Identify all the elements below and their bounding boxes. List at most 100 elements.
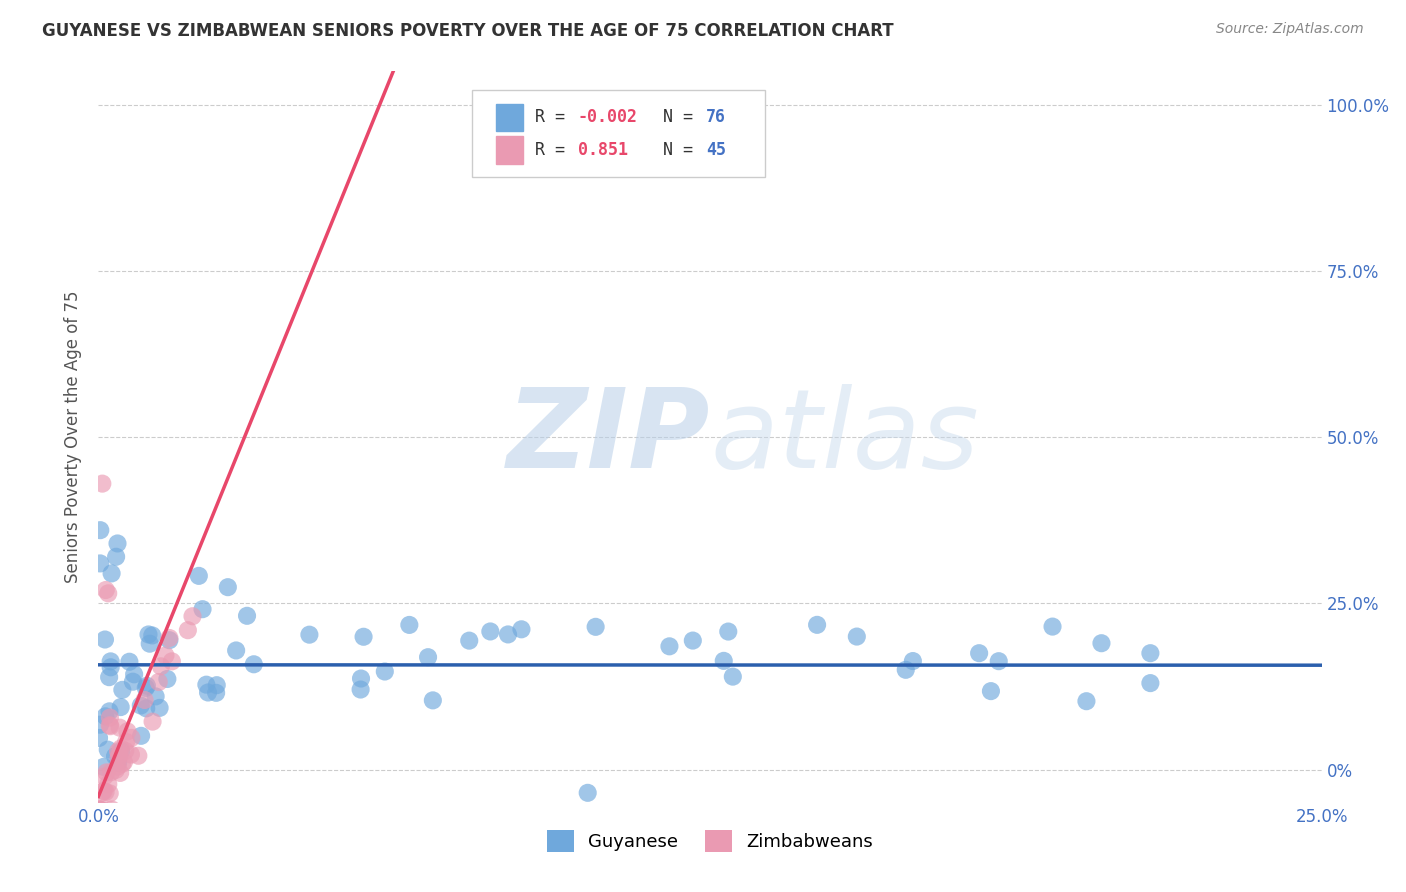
Point (127, 748, 149, 763)
Point (89, 802, 111, 816)
Point (94, 709, 117, 723)
Point (98, 786, 121, 800)
Point (108, 747, 131, 762)
Point (350, 672, 373, 686)
Point (181, 609, 204, 624)
Point (112, 755, 135, 769)
Point (107, 536, 129, 550)
Point (120, 747, 142, 762)
Point (91, 785, 114, 799)
Point (118, 655, 141, 669)
Point (129, 729, 152, 743)
Point (901, 654, 924, 668)
Point (100, 566, 122, 581)
Text: -0.002: -0.002 (578, 109, 638, 127)
Point (967, 646, 990, 660)
Point (205, 686, 228, 700)
Point (101, 802, 124, 816)
Point (458, 633, 481, 648)
Text: 45: 45 (706, 141, 727, 159)
Point (845, 630, 868, 644)
Point (987, 654, 1010, 668)
Point (416, 650, 439, 665)
Point (138, 627, 160, 641)
Text: N =: N = (643, 141, 703, 159)
Point (110, 741, 132, 756)
Point (98, 704, 121, 718)
Point (110, 700, 132, 714)
Legend: Guyanese, Zimbabweans: Guyanese, Zimbabweans (540, 823, 880, 860)
Point (585, 620, 607, 634)
Point (135, 681, 157, 695)
Point (717, 624, 740, 639)
Point (107, 759, 129, 773)
Point (658, 640, 681, 654)
Point (100, 654, 122, 668)
Point (117, 724, 139, 739)
Point (187, 569, 209, 583)
Point (806, 617, 828, 632)
Point (374, 665, 396, 679)
Point (97, 586, 120, 600)
Text: ZIP: ZIP (506, 384, 710, 491)
Point (298, 628, 321, 642)
Point (145, 690, 167, 704)
Point (713, 654, 735, 668)
Point (141, 628, 163, 642)
Point (122, 667, 145, 681)
Point (1076, 694, 1098, 708)
Point (122, 674, 145, 689)
Point (108, 765, 131, 780)
Point (94, 785, 117, 799)
Point (1139, 676, 1161, 690)
Text: R =: R = (536, 109, 575, 127)
Point (87, 802, 110, 816)
Point (142, 714, 165, 729)
Point (98, 718, 121, 732)
Point (111, 682, 134, 697)
Point (87, 802, 110, 816)
Point (104, 763, 127, 777)
Point (98, 710, 121, 724)
Text: 76: 76 (706, 109, 727, 127)
Text: Source: ZipAtlas.com: Source: ZipAtlas.com (1216, 22, 1364, 37)
Point (93, 770, 115, 784)
Point (225, 643, 247, 657)
Point (91, 476, 114, 491)
Point (243, 657, 266, 672)
Point (134, 693, 156, 707)
Point (100, 719, 122, 733)
Point (89, 557, 111, 571)
Point (721, 670, 744, 684)
Point (114, 744, 136, 758)
Point (98, 670, 121, 684)
Point (110, 744, 132, 758)
Point (120, 731, 142, 745)
Point (157, 633, 180, 648)
Point (94, 632, 117, 647)
Point (177, 624, 200, 638)
Point (100, 660, 122, 674)
Point (191, 602, 214, 616)
Point (205, 678, 228, 692)
Point (100, 765, 122, 780)
Point (87, 731, 110, 745)
Point (479, 624, 502, 639)
Point (89, 523, 111, 537)
Point (195, 678, 218, 692)
Point (510, 622, 533, 636)
Point (107, 750, 129, 764)
Point (108, 721, 131, 735)
Point (349, 682, 371, 697)
FancyBboxPatch shape (471, 90, 765, 178)
Point (107, 744, 129, 758)
Point (94, 582, 117, 597)
Point (104, 749, 127, 764)
Point (111, 756, 134, 771)
Point (496, 627, 519, 641)
Point (93, 760, 115, 774)
Text: atlas: atlas (710, 384, 979, 491)
Point (353, 630, 375, 644)
Point (682, 633, 704, 648)
Point (217, 580, 239, 594)
